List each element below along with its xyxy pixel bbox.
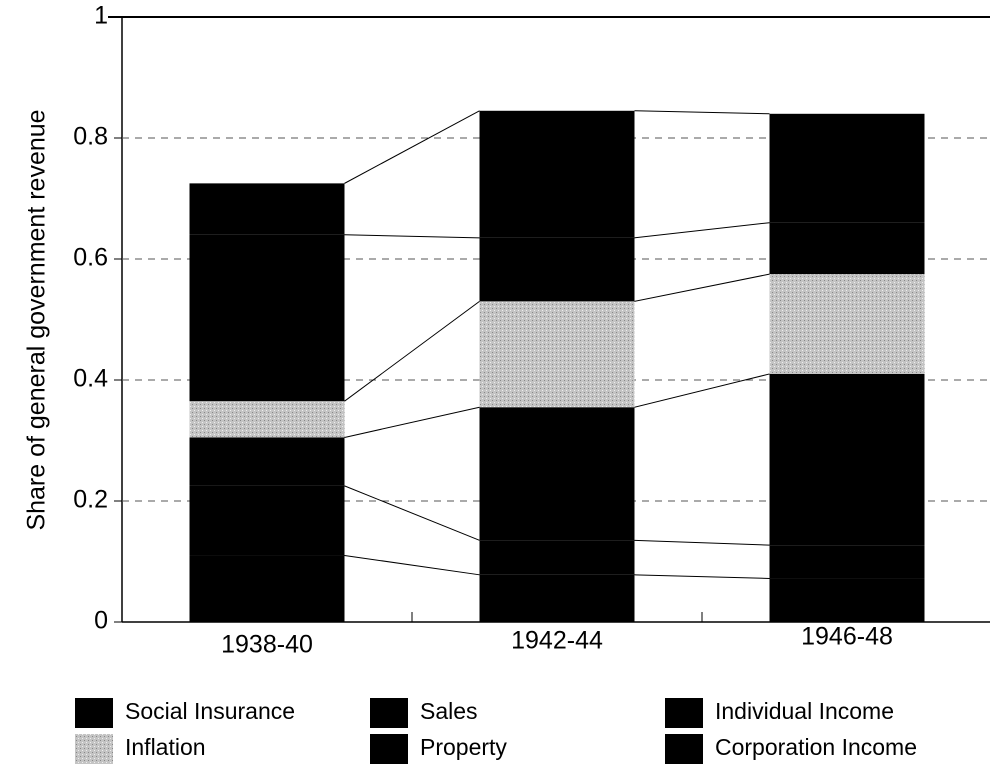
bar-segment [769, 113, 925, 223]
x-tick-label: 1942-44 [511, 627, 603, 655]
legend-swatch [370, 698, 408, 728]
legend-label: Inflation [125, 734, 206, 760]
legend-swatch [75, 698, 113, 728]
connector [344, 234, 480, 239]
connector [344, 300, 480, 402]
connector [344, 406, 480, 438]
bar-segment [769, 274, 925, 374]
legend-label: Individual Income [715, 698, 894, 724]
bar-segment [189, 234, 345, 402]
y-tick-label: 0.6 [73, 244, 108, 272]
bar-segment [479, 574, 635, 622]
y-tick-label: 0.8 [73, 123, 108, 151]
bar-segment [479, 237, 635, 302]
bar-segment [189, 437, 345, 486]
connector [344, 110, 480, 184]
bar-segment [479, 540, 635, 575]
connector [344, 554, 480, 576]
bar-segment [769, 578, 925, 622]
legend-swatch [665, 698, 703, 728]
legend-label: Property [420, 734, 507, 760]
bar-segment [479, 301, 635, 408]
y-tick-label: 0.4 [73, 365, 108, 393]
bar-segment [479, 407, 635, 541]
x-tick-label: 1946-48 [801, 623, 893, 651]
legend-label: Corporation Income [715, 734, 917, 760]
bar-segment [769, 545, 925, 579]
connector [634, 373, 770, 408]
x-tick-label: 1938-40 [221, 631, 313, 659]
legend-swatch [665, 734, 703, 764]
legend-label: Social Insurance [125, 698, 295, 724]
bar-segment [189, 485, 345, 556]
legend-swatch [370, 734, 408, 764]
bar-segment [769, 222, 925, 275]
bar-segment [479, 110, 635, 238]
connector [634, 273, 770, 302]
bar-segment [189, 183, 345, 235]
y-axis-label: Share of general government revenue [23, 109, 51, 530]
connector [344, 485, 480, 541]
legend-label: Sales [420, 698, 478, 724]
bar-segment [769, 373, 925, 546]
y-tick-label: 1 [94, 2, 108, 30]
bar-segment [189, 555, 345, 622]
bar-segment [189, 401, 345, 438]
connector [634, 110, 770, 115]
connector [634, 222, 770, 239]
y-tick-label: 0 [94, 607, 108, 635]
connector [634, 539, 770, 546]
legend-swatch [75, 734, 113, 764]
connector [634, 574, 770, 579]
y-tick-label: 0.2 [73, 486, 108, 514]
